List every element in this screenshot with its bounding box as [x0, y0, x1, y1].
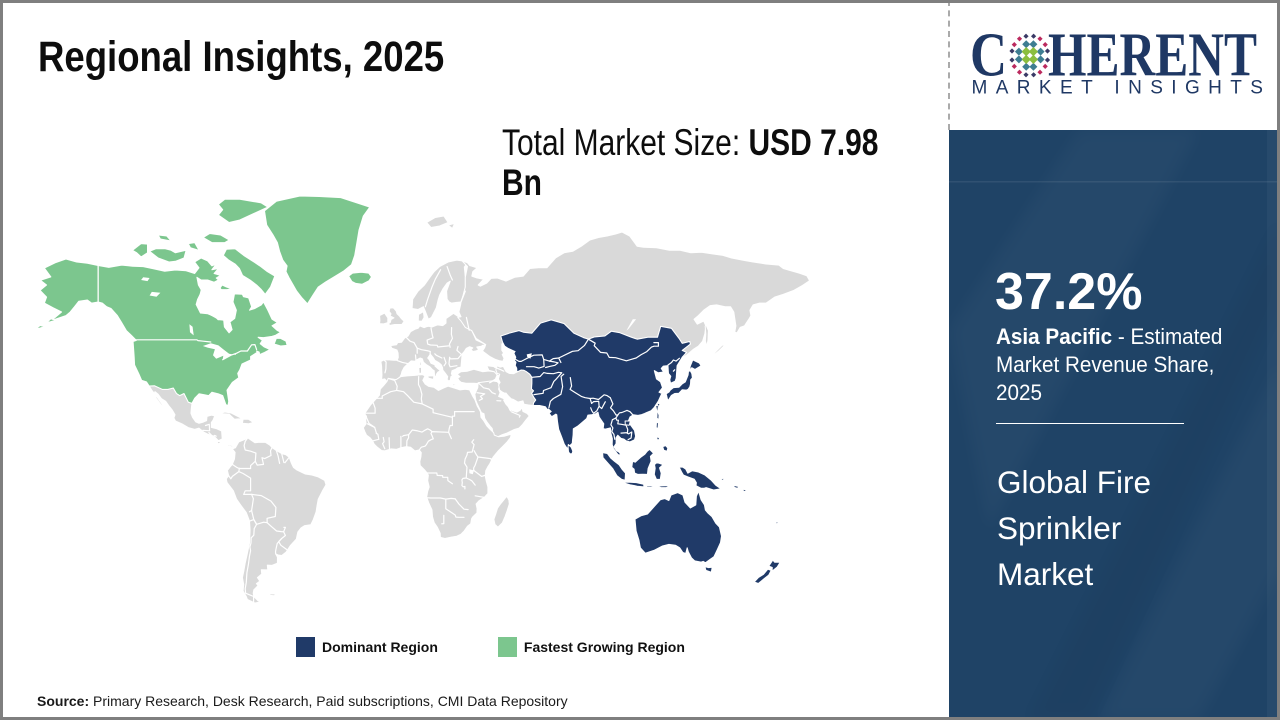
svg-text:MARKET INSIGHTS: MARKET INSIGHTS — [972, 78, 1272, 99]
svg-text:HERENT: HERENT — [1048, 22, 1257, 90]
svg-text:C: C — [970, 22, 1007, 90]
